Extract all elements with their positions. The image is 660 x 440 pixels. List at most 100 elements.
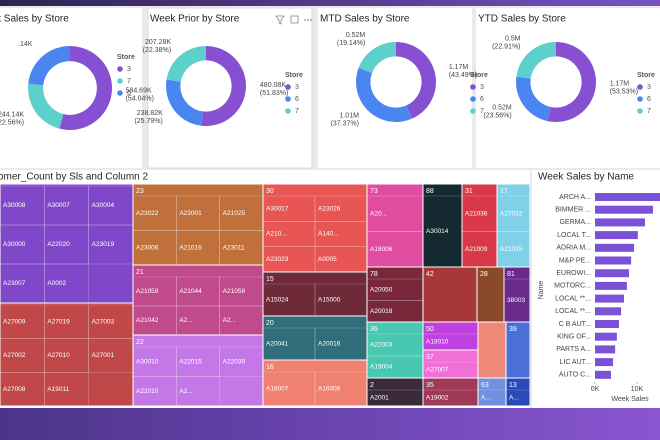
legend-label: 7: [480, 108, 484, 115]
data-label: 1.17M: [449, 64, 469, 71]
top-band: [0, 0, 660, 6]
tile: [367, 184, 423, 267]
tile: [367, 267, 423, 322]
tile-item-label: A20...: [370, 210, 387, 217]
chart-title: MTD Sales by Store: [320, 14, 410, 25]
tile-cell: [497, 231, 530, 267]
tile-item-label: A27009: [3, 319, 26, 326]
tile-label: 23: [136, 188, 144, 195]
tile-cell: [133, 376, 177, 406]
tile-item-label: A23023: [266, 256, 289, 263]
treemap-tile: 50 A18010: [423, 322, 478, 350]
panel: [476, 8, 660, 168]
treemap-tile: A30008 A30007 A30004 A30000 A22020 A23019 A230…: [0, 184, 133, 303]
data-label-percent: (51.83%): [260, 90, 288, 97]
tile: [263, 272, 367, 316]
donut-slice: [28, 83, 64, 129]
tile-item-label: A20016: [318, 341, 341, 348]
tile: [506, 322, 530, 378]
data-label: 584.69K: [126, 88, 152, 95]
data-label-percent: (54.04%): [126, 96, 154, 103]
tile-label: 28: [480, 271, 488, 278]
tile-cell: [44, 304, 89, 339]
x-tick-label: 0K: [591, 386, 600, 393]
legend-swatch: [285, 96, 291, 102]
tile-cell: [367, 195, 423, 232]
filter-icon[interactable]: [275, 15, 285, 25]
tile-label: 42: [426, 271, 434, 278]
data-label: 207.28K: [145, 39, 171, 46]
tile-cell: [0, 185, 45, 226]
treemap-tile: 23 A23022 A23001 A21025 A23006 A21016 A23011: [133, 184, 263, 265]
tile-item-label: A20018: [370, 308, 393, 315]
tile-cell: [44, 263, 89, 303]
tile-item-label: A20041: [266, 341, 289, 348]
data-label-percent: (22.56%): [0, 120, 24, 127]
tile: [133, 265, 263, 335]
tile-item-label: A18010: [426, 339, 449, 346]
tile-item-label: A22010: [136, 388, 159, 395]
tile-cell: [263, 327, 316, 360]
tile-label: 36: [370, 326, 378, 333]
visual-header-icons[interactable]: [275, 15, 312, 25]
tile: [423, 322, 478, 350]
tile-item-label: A23026: [318, 205, 341, 212]
tile: [504, 267, 530, 322]
treemap-title: omer_Count by Sls and Column 2: [0, 172, 149, 183]
tile: [133, 335, 263, 406]
tile-cell: [497, 195, 530, 232]
tile-item-label: A0005: [318, 256, 337, 263]
treemap-tile: 63 A...: [478, 378, 506, 406]
donut-slice: [28, 46, 70, 86]
bar: [595, 307, 622, 316]
tile-item-label: A23001: [179, 210, 202, 217]
legend-label: 7: [295, 108, 299, 115]
treemap-tile: 36 A22003 A19004: [367, 322, 423, 378]
treemap-tile: 20 A20041 A20016: [263, 316, 367, 360]
legend-swatch: [637, 96, 643, 102]
tile-cell: [314, 246, 367, 272]
tile-item-label: A30014: [426, 228, 449, 235]
tile-label: 37: [426, 354, 434, 361]
tile: [263, 184, 367, 272]
tile-label: 31: [465, 188, 473, 195]
tile-item-label: A16006: [318, 386, 341, 393]
y-tick-label: C B AUT...: [559, 321, 591, 328]
tile-cell: [176, 195, 220, 231]
tile-item-label: A30004: [92, 202, 115, 209]
legend-title: Store: [470, 72, 488, 79]
tile-item-label: A30000: [3, 241, 26, 248]
tile-item-label: A210...: [266, 231, 287, 238]
tile: [0, 184, 133, 303]
legend-label: 7: [127, 78, 131, 85]
chart-title: YTD Sales by Store: [478, 14, 566, 25]
tile: [423, 378, 478, 406]
tile-item-label: A2001: [370, 395, 389, 402]
legend-swatch: [470, 84, 476, 90]
data-label-percent: (22.38%): [143, 47, 171, 54]
tile: [423, 184, 462, 267]
tile-cell: [219, 195, 263, 231]
bar: [595, 243, 635, 252]
tile-cell: [367, 300, 423, 322]
donut-slice: [547, 42, 597, 122]
more-icon[interactable]: [304, 19, 312, 21]
focus-icon[interactable]: [290, 15, 299, 24]
tile: [133, 184, 263, 265]
tile-item-label: A27003: [92, 319, 115, 326]
tile-cell: [423, 195, 462, 267]
treemap-tile: 35 A19002: [423, 378, 478, 406]
tile-label: 73: [370, 188, 378, 195]
tile-label: 16: [266, 364, 274, 371]
legend-swatch: [637, 108, 643, 114]
data-label: .14K: [18, 41, 33, 48]
tile-cell: [367, 355, 423, 378]
data-label: 0.52M: [492, 105, 512, 112]
legend-label: 7: [647, 108, 651, 115]
tile: [497, 184, 530, 267]
tile-cell: [133, 276, 177, 307]
treemap-tile: 17 A27032 A21035: [497, 184, 530, 267]
chart-title: Week Prior by Store: [150, 14, 240, 25]
tile-cell: [0, 304, 45, 339]
legend-label: 3: [647, 84, 651, 91]
